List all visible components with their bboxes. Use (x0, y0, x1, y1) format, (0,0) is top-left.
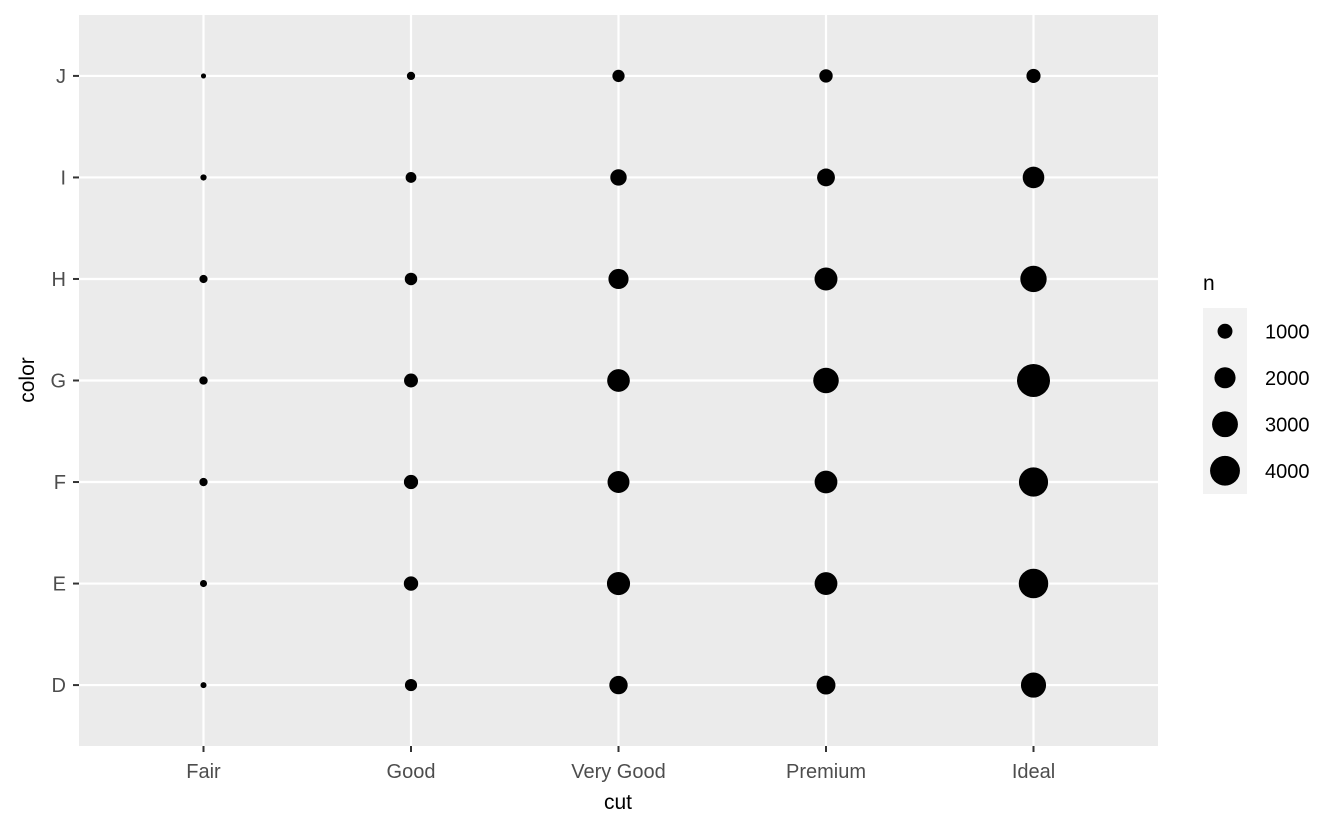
data-point (1017, 364, 1050, 397)
data-point (1020, 672, 1047, 698)
data-point (606, 571, 631, 596)
legend-label: 1000 (1265, 321, 1310, 343)
data-point (814, 572, 838, 595)
data-point (200, 174, 207, 181)
data-point (609, 675, 628, 695)
y-axis: D E F G H I J (50, 66, 79, 697)
data-point (814, 267, 838, 291)
data-point (404, 272, 418, 286)
y-axis-title: color (16, 357, 39, 403)
data-point (813, 367, 839, 394)
y-tick-label: G (50, 371, 66, 393)
data-point (814, 470, 838, 494)
y-tick-label: E (53, 574, 66, 596)
legend-key (1214, 367, 1236, 389)
legend-label: 2000 (1265, 368, 1310, 390)
data-point (199, 580, 208, 588)
data-point (607, 369, 630, 392)
y-tick-label: H (52, 269, 66, 291)
data-point (199, 274, 208, 284)
data-point (403, 474, 419, 490)
legend-key (1217, 323, 1233, 339)
data-point (200, 682, 207, 689)
y-tick-label: I (60, 167, 66, 189)
data-point (819, 69, 833, 83)
legend-label: 3000 (1265, 414, 1310, 436)
data-point (608, 268, 629, 290)
x-tick-label: Very Good (571, 761, 666, 783)
legend-title: n (1203, 272, 1215, 295)
y-tick-label: D (52, 675, 66, 697)
x-axis: Fair Good Very Good Premium Ideal (186, 746, 1055, 783)
data-point (610, 169, 627, 186)
legend-key (1210, 455, 1240, 486)
data-point (1026, 68, 1041, 83)
data-point (404, 679, 418, 692)
data-point (1022, 166, 1045, 189)
x-tick-label: Premium (786, 761, 866, 783)
data-point (403, 576, 419, 591)
legend-key (1212, 411, 1238, 438)
legend-label: 4000 (1265, 461, 1310, 483)
data-point (405, 172, 417, 183)
y-tick-label: J (56, 66, 66, 88)
data-point (1020, 265, 1047, 293)
data-point (1018, 467, 1049, 497)
data-point (200, 73, 207, 79)
x-tick-label: Fair (186, 761, 221, 783)
data-point (1018, 568, 1049, 599)
data-point (816, 675, 836, 695)
data-point (199, 376, 208, 385)
size-legend: n 1000 2000 3000 4000 (1203, 272, 1310, 494)
x-tick-label: Ideal (1012, 761, 1055, 783)
data-points (199, 68, 1050, 698)
x-axis-title: cut (604, 791, 632, 814)
data-point (612, 69, 625, 83)
x-tick-label: Good (387, 761, 436, 783)
data-point (404, 373, 418, 388)
data-point (199, 477, 208, 487)
data-point (406, 71, 416, 81)
data-point (817, 168, 835, 187)
data-point (607, 471, 630, 494)
y-tick-label: F (54, 472, 66, 494)
